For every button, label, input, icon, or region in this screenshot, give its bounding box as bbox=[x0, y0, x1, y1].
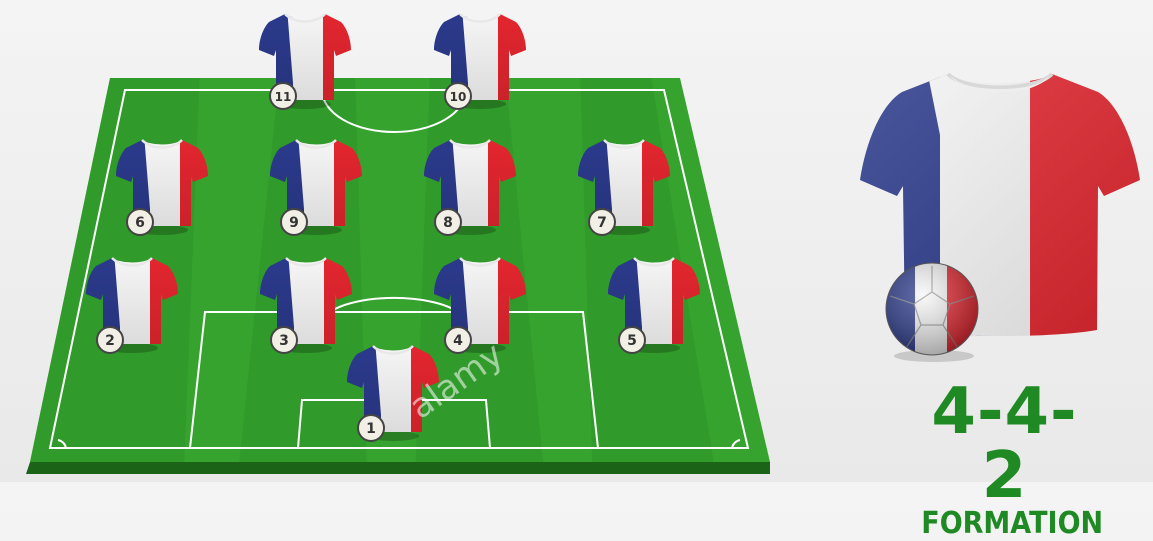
player-number: 10 bbox=[450, 90, 467, 104]
formation-label: 4-4-2 FORMATION bbox=[912, 375, 1104, 541]
player-number: 5 bbox=[627, 333, 637, 349]
player-number-badge bbox=[126, 208, 154, 236]
player-number: 3 bbox=[279, 333, 289, 349]
player-number: 1 bbox=[366, 421, 376, 437]
team-jersey bbox=[860, 72, 1140, 336]
pitch-edge bbox=[26, 462, 770, 474]
formation-caption: FORMATION bbox=[921, 506, 1104, 541]
player-number-badge bbox=[280, 208, 308, 236]
football-icon bbox=[885, 262, 979, 362]
player-number: 2 bbox=[105, 333, 115, 349]
player-number: 9 bbox=[289, 215, 299, 231]
player-number-badge bbox=[357, 414, 385, 442]
player-number-badge bbox=[270, 326, 298, 354]
player-number-badge bbox=[269, 82, 297, 110]
player-number: 8 bbox=[443, 215, 453, 231]
player-number: 7 bbox=[597, 215, 607, 231]
player-number-badge bbox=[618, 326, 646, 354]
player-number: 6 bbox=[135, 215, 145, 231]
formation-scene: 11 10 6 9 8 7 2 3 4 5 1 bbox=[26, 13, 1140, 474]
player-number-badge bbox=[434, 208, 462, 236]
player-number-badge bbox=[96, 326, 124, 354]
player-number-badge bbox=[444, 82, 472, 110]
player-number: 4 bbox=[453, 333, 463, 349]
player-number: 11 bbox=[275, 90, 292, 104]
formation-value: 4-4-2 bbox=[931, 375, 1078, 513]
player-number-badge bbox=[444, 326, 472, 354]
player-number-badge bbox=[588, 208, 616, 236]
